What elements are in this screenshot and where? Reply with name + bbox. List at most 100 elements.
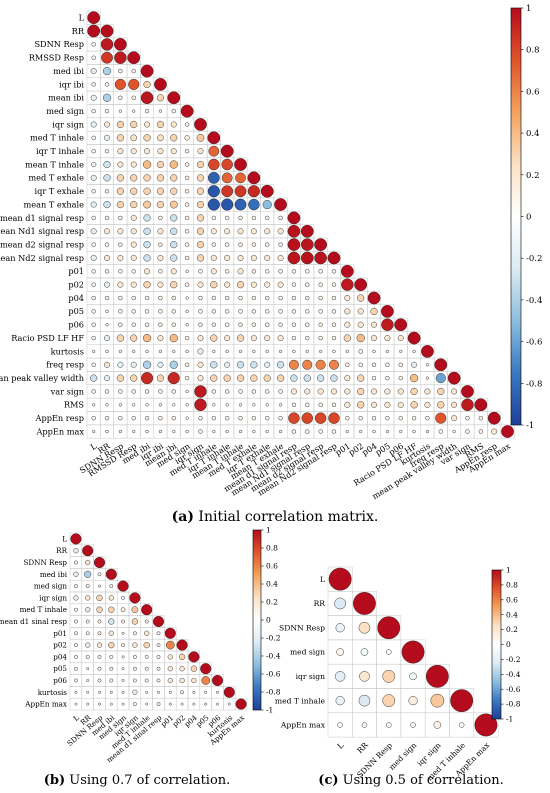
corr-circle [331,429,337,434]
corr-circle [90,228,97,235]
corr-circle [304,388,311,395]
corr-circle [100,38,114,51]
colorbar-tick-label: 0.6 [526,87,540,97]
corr-circle [120,607,126,612]
colorbar-tick-label: 1 [506,566,511,575]
corr-circle [318,429,323,434]
corr-circle [251,215,257,221]
corr-circle [73,595,79,601]
corr-circle [102,93,112,102]
corr-circle [238,295,243,301]
corr-circle [235,698,247,710]
corr-circle [238,429,243,434]
column-label: L [88,440,98,452]
corr-circle [371,362,377,367]
corr-circle [314,412,327,424]
corr-circle [425,429,430,434]
corr-circle [278,309,283,314]
corr-circle [238,242,243,247]
corr-circle [157,281,164,288]
corr-circle [200,663,212,675]
corr-circle [184,162,190,167]
corr-circle [91,82,96,87]
corr-circle [335,623,345,633]
corr-circle [198,322,203,327]
colorbar-tick-label: 1 [266,526,271,535]
corr-circle [172,349,176,354]
corr-circle [171,389,176,394]
row-label: SDNN Resp [23,558,67,567]
corr-circle [371,401,377,408]
corr-circle [91,322,96,327]
corr-circle [156,160,165,169]
corr-circle [225,322,230,327]
corr-circle [90,68,97,75]
corr-circle [104,121,110,128]
row-label: med T exhale [28,173,84,183]
corr-circle [132,109,136,113]
corr-circle [344,295,351,301]
row-label: RMSSD Resp [29,53,84,63]
corr-circle [434,358,448,372]
corr-circle [121,619,126,624]
row-label: p06 [53,676,67,685]
corr-circle [90,174,97,181]
corr-circle [144,619,149,624]
corr-circle [225,403,229,407]
corr-circle [421,345,434,358]
corr-circle [345,429,349,434]
corr-circle [104,108,110,114]
corr-circle [145,403,149,407]
corr-circle [164,627,176,639]
corr-circle [265,269,270,274]
corr-circle [386,722,392,728]
corr-circle [435,373,446,384]
corr-circle [399,429,403,434]
colorbar-tick-label: 0.4 [526,129,540,139]
corr-circle [385,416,390,421]
corr-circle [315,359,326,370]
corr-circle [382,694,396,707]
corr-circle [117,361,124,368]
corr-circle [211,242,216,247]
corr-circle [211,295,216,301]
corr-circle [340,264,354,278]
corr-circle [318,282,323,287]
corr-circle [225,349,229,354]
corr-circle [116,187,124,195]
row-label: p05 [68,306,84,316]
corr-circle [184,175,190,181]
corr-circle [491,428,498,435]
corr-circle [118,309,123,314]
corr-circle [132,403,136,407]
corr-circle [130,187,138,195]
corr-circle [201,676,211,685]
corr-circle [73,678,78,683]
corr-circle [251,309,257,314]
corr-circle [291,295,297,301]
corr-circle [98,702,101,706]
corr-circle [357,401,365,409]
corr-circle [108,618,115,625]
corr-circle [131,269,136,274]
corr-circle [90,94,97,101]
colorbar-tick-label: -0.2 [266,634,281,643]
corr-circle [152,615,165,628]
corr-circle [224,255,231,261]
corr-circle [250,228,257,235]
corr-circle [167,677,173,684]
corr-circle [358,621,371,634]
colorbar-tick-label: -0.4 [506,670,521,679]
corr-circle [172,429,176,434]
corr-circle [277,281,284,288]
colorbar-tick-label: 0 [526,212,531,222]
corr-circle [131,606,139,614]
row-label: mean T inhale [25,159,84,169]
corr-circle [91,282,96,287]
corr-circle [345,362,350,367]
corr-circle [252,403,256,407]
corr-circle [104,361,110,368]
row-label: Racio PSD LF HF [11,333,84,343]
colorbar-tick-label: -0.8 [266,688,281,697]
corr-circle [302,359,313,370]
